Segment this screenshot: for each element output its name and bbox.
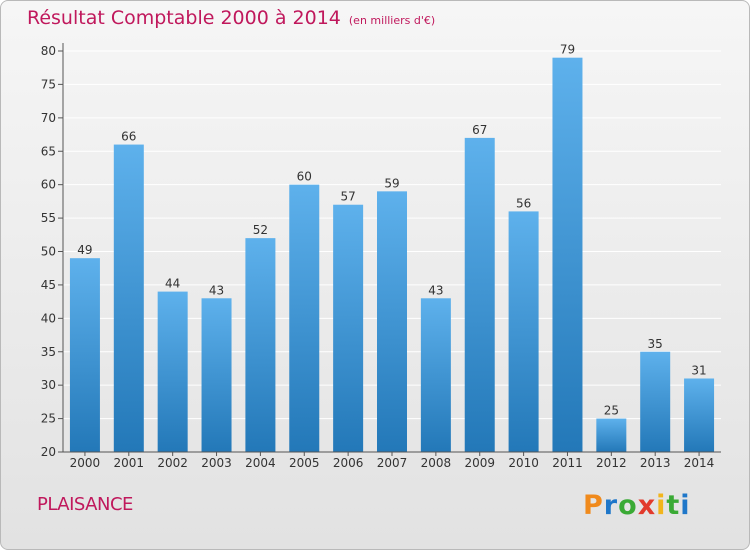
- value-label: 52: [253, 223, 268, 237]
- y-tick-label: 30: [41, 378, 56, 392]
- value-label: 79: [560, 43, 575, 57]
- value-labels: 49 66 44 43 52 60 57 59 43 67 56 79 25 35 31: [77, 43, 706, 418]
- bar: [596, 418, 627, 452]
- bar: [552, 57, 583, 452]
- value-label: 66: [121, 130, 136, 144]
- value-label: 67: [472, 123, 487, 137]
- chart-subtitle: (en milliers d'€): [348, 14, 436, 27]
- y-tick-label: 35: [41, 345, 56, 359]
- bar: [69, 258, 100, 452]
- bar: [333, 204, 364, 452]
- y-tick-label: 60: [41, 178, 56, 192]
- x-tick-label: 2010: [508, 456, 539, 470]
- logo-letter: t: [666, 490, 681, 521]
- x-tick-label: 2011: [552, 456, 583, 470]
- value-label: 60: [297, 170, 312, 184]
- value-label: 56: [516, 196, 531, 210]
- x-tick-label: 2001: [114, 456, 145, 470]
- logo-letter: P: [583, 490, 604, 521]
- x-tick-label: 2000: [70, 456, 101, 470]
- bar: [420, 298, 451, 452]
- logo-letter: i: [656, 490, 667, 521]
- y-tick-label: 70: [41, 111, 56, 125]
- x-tick-label: 2009: [464, 456, 495, 470]
- value-label: 31: [691, 363, 706, 377]
- proxiti-logo: Proxiti: [583, 490, 691, 521]
- value-label: 25: [604, 404, 619, 418]
- y-tick-label: 50: [41, 245, 56, 259]
- y-tick-label: 45: [41, 278, 56, 292]
- logo-letter: o: [618, 490, 638, 521]
- x-tick-label: 2008: [421, 456, 452, 470]
- chart-title: Résultat Comptable 2000 à 2014 (en millie…: [27, 7, 435, 29]
- y-tick-label: 20: [41, 445, 56, 459]
- x-tick-label: 2003: [201, 456, 232, 470]
- y-tick-label: 40: [41, 311, 56, 325]
- x-tick-label: 2007: [377, 456, 408, 470]
- y-tick-label: 75: [41, 77, 56, 91]
- value-label: 49: [77, 243, 92, 257]
- y-tick-label: 80: [41, 44, 56, 58]
- x-tick-label: 2012: [596, 456, 627, 470]
- bar: [640, 351, 671, 452]
- bar: [684, 378, 715, 452]
- y-tick-label: 25: [41, 412, 56, 426]
- value-label: 59: [384, 176, 399, 190]
- value-label: 44: [165, 277, 180, 291]
- city-name: PLAISANCE: [37, 494, 133, 515]
- bar: [201, 298, 232, 452]
- logo-letter: i: [680, 490, 691, 521]
- bar: [245, 238, 276, 452]
- x-tick-label: 2013: [640, 456, 671, 470]
- x-axis-tick-labels: 2000 2001 2002 2003 2004 2005 2006 2007 2008 2009…: [70, 456, 715, 470]
- bar: [157, 291, 188, 452]
- logo-letter: r: [603, 490, 619, 521]
- value-label: 43: [428, 283, 443, 297]
- bar: [508, 211, 539, 452]
- value-label: 43: [209, 283, 224, 297]
- bars-group: [69, 57, 715, 453]
- value-label: 35: [648, 337, 663, 351]
- x-tick-label: 2002: [157, 456, 188, 470]
- value-label: 57: [340, 190, 355, 204]
- x-tick-label: 2005: [289, 456, 320, 470]
- x-tick-label: 2004: [245, 456, 276, 470]
- x-tick-label: 2006: [333, 456, 364, 470]
- bar: [289, 184, 320, 452]
- bar: [113, 144, 144, 453]
- y-tick-label: 55: [41, 211, 56, 225]
- y-axis-tick-labels: 20 25 30 35 40 45 50 55 60 65 70 75 80: [41, 44, 56, 459]
- logo-letter: x: [637, 490, 657, 521]
- bar: [464, 137, 495, 452]
- chart-title-text: Résultat Comptable 2000 à 2014: [27, 7, 341, 29]
- y-tick-label: 65: [41, 144, 56, 158]
- x-tick-label: 2014: [684, 456, 715, 470]
- bar: [377, 191, 407, 452]
- axes: [62, 43, 721, 456]
